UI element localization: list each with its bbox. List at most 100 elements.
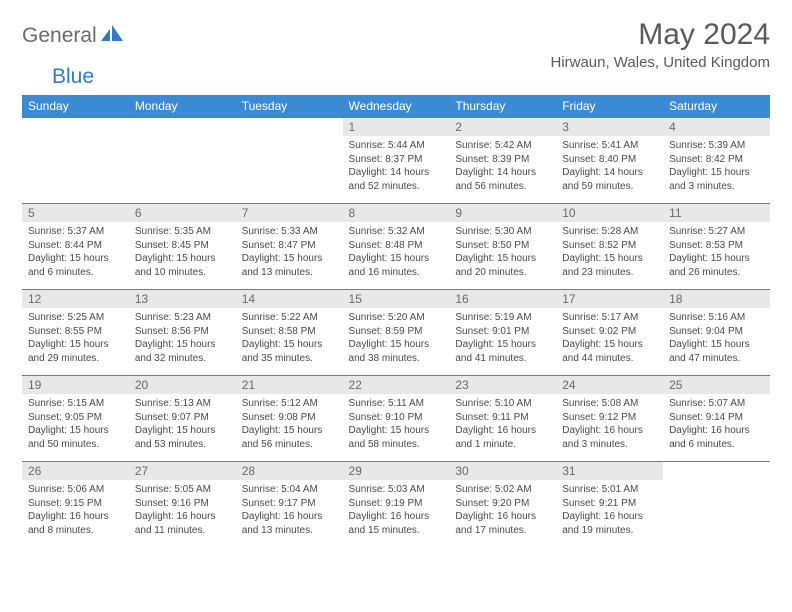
- day-number: 5: [22, 204, 129, 222]
- weekday-header: Wednesday: [343, 95, 450, 118]
- weekday-header: Sunday: [22, 95, 129, 118]
- day-number: 9: [449, 204, 556, 222]
- day-body: Sunrise: 5:19 AMSunset: 9:01 PMDaylight:…: [449, 308, 556, 367]
- day-body: Sunrise: 5:30 AMSunset: 8:50 PMDaylight:…: [449, 222, 556, 281]
- daylight-text: Daylight: 16 hours and 8 minutes.: [28, 510, 123, 537]
- calendar-row: 12Sunrise: 5:25 AMSunset: 8:55 PMDayligh…: [22, 290, 770, 376]
- daylight-text: Daylight: 16 hours and 1 minute.: [455, 424, 550, 451]
- day-body: Sunrise: 5:42 AMSunset: 8:39 PMDaylight:…: [449, 136, 556, 195]
- calendar-cell: 23Sunrise: 5:10 AMSunset: 9:11 PMDayligh…: [449, 376, 556, 462]
- sunrise-text: Sunrise: 5:23 AM: [135, 311, 230, 325]
- brand-part2: Blue: [52, 65, 94, 89]
- day-body: Sunrise: 5:32 AMSunset: 8:48 PMDaylight:…: [343, 222, 450, 281]
- calendar-cell: 16Sunrise: 5:19 AMSunset: 9:01 PMDayligh…: [449, 290, 556, 376]
- calendar-cell: 17Sunrise: 5:17 AMSunset: 9:02 PMDayligh…: [556, 290, 663, 376]
- day-body: Sunrise: 5:03 AMSunset: 9:19 PMDaylight:…: [343, 480, 450, 539]
- day-body: Sunrise: 5:25 AMSunset: 8:55 PMDaylight:…: [22, 308, 129, 367]
- day-body: Sunrise: 5:44 AMSunset: 8:37 PMDaylight:…: [343, 136, 450, 195]
- day-number: 31: [556, 462, 663, 480]
- calendar-cell: 12Sunrise: 5:25 AMSunset: 8:55 PMDayligh…: [22, 290, 129, 376]
- sunset-text: Sunset: 8:55 PM: [28, 325, 123, 339]
- day-number: 30: [449, 462, 556, 480]
- daylight-text: Daylight: 15 hours and 32 minutes.: [135, 338, 230, 365]
- daylight-text: Daylight: 15 hours and 53 minutes.: [135, 424, 230, 451]
- day-body: Sunrise: 5:12 AMSunset: 9:08 PMDaylight:…: [236, 394, 343, 453]
- sunrise-text: Sunrise: 5:01 AM: [562, 483, 657, 497]
- day-body: Sunrise: 5:15 AMSunset: 9:05 PMDaylight:…: [22, 394, 129, 453]
- day-body: Sunrise: 5:39 AMSunset: 8:42 PMDaylight:…: [663, 136, 770, 195]
- calendar-cell: 20Sunrise: 5:13 AMSunset: 9:07 PMDayligh…: [129, 376, 236, 462]
- sunset-text: Sunset: 8:52 PM: [562, 239, 657, 253]
- day-number: 15: [343, 290, 450, 308]
- calendar-cell: 30Sunrise: 5:02 AMSunset: 9:20 PMDayligh…: [449, 462, 556, 548]
- sunset-text: Sunset: 8:58 PM: [242, 325, 337, 339]
- daylight-text: Daylight: 15 hours and 58 minutes.: [349, 424, 444, 451]
- daylight-text: Daylight: 15 hours and 38 minutes.: [349, 338, 444, 365]
- sunset-text: Sunset: 9:10 PM: [349, 411, 444, 425]
- calendar-row: 19Sunrise: 5:15 AMSunset: 9:05 PMDayligh…: [22, 376, 770, 462]
- sunrise-text: Sunrise: 5:06 AM: [28, 483, 123, 497]
- weekday-header: Tuesday: [236, 95, 343, 118]
- calendar-cell: 2Sunrise: 5:42 AMSunset: 8:39 PMDaylight…: [449, 118, 556, 204]
- weekday-header: Thursday: [449, 95, 556, 118]
- day-number: 2: [449, 118, 556, 136]
- daylight-text: Daylight: 16 hours and 19 minutes.: [562, 510, 657, 537]
- daylight-text: Daylight: 15 hours and 47 minutes.: [669, 338, 764, 365]
- daylight-text: Daylight: 15 hours and 29 minutes.: [28, 338, 123, 365]
- day-number: 28: [236, 462, 343, 480]
- day-number: 26: [22, 462, 129, 480]
- sunrise-text: Sunrise: 5:15 AM: [28, 397, 123, 411]
- sunrise-text: Sunrise: 5:44 AM: [349, 139, 444, 153]
- day-number: 12: [22, 290, 129, 308]
- sunset-text: Sunset: 9:19 PM: [349, 497, 444, 511]
- day-body: Sunrise: 5:08 AMSunset: 9:12 PMDaylight:…: [556, 394, 663, 453]
- daylight-text: Daylight: 16 hours and 6 minutes.: [669, 424, 764, 451]
- sunset-text: Sunset: 8:45 PM: [135, 239, 230, 253]
- day-body: Sunrise: 5:17 AMSunset: 9:02 PMDaylight:…: [556, 308, 663, 367]
- calendar-cell: [129, 118, 236, 204]
- sunset-text: Sunset: 8:40 PM: [562, 153, 657, 167]
- sunrise-text: Sunrise: 5:25 AM: [28, 311, 123, 325]
- calendar-cell: 28Sunrise: 5:04 AMSunset: 9:17 PMDayligh…: [236, 462, 343, 548]
- calendar-cell: 1Sunrise: 5:44 AMSunset: 8:37 PMDaylight…: [343, 118, 450, 204]
- sunrise-text: Sunrise: 5:32 AM: [349, 225, 444, 239]
- calendar-cell: 21Sunrise: 5:12 AMSunset: 9:08 PMDayligh…: [236, 376, 343, 462]
- calendar-cell: 26Sunrise: 5:06 AMSunset: 9:15 PMDayligh…: [22, 462, 129, 548]
- daylight-text: Daylight: 15 hours and 35 minutes.: [242, 338, 337, 365]
- sunrise-text: Sunrise: 5:39 AM: [669, 139, 764, 153]
- daylight-text: Daylight: 15 hours and 3 minutes.: [669, 166, 764, 193]
- day-body: Sunrise: 5:41 AMSunset: 8:40 PMDaylight:…: [556, 136, 663, 195]
- day-number: 25: [663, 376, 770, 394]
- day-body: Sunrise: 5:22 AMSunset: 8:58 PMDaylight:…: [236, 308, 343, 367]
- day-body: Sunrise: 5:06 AMSunset: 9:15 PMDaylight:…: [22, 480, 129, 539]
- sunrise-text: Sunrise: 5:16 AM: [669, 311, 764, 325]
- calendar-cell: 11Sunrise: 5:27 AMSunset: 8:53 PMDayligh…: [663, 204, 770, 290]
- day-body: Sunrise: 5:13 AMSunset: 9:07 PMDaylight:…: [129, 394, 236, 453]
- day-body: Sunrise: 5:37 AMSunset: 8:44 PMDaylight:…: [22, 222, 129, 281]
- day-number: 21: [236, 376, 343, 394]
- sunset-text: Sunset: 8:47 PM: [242, 239, 337, 253]
- weekday-header: Monday: [129, 95, 236, 118]
- daylight-text: Daylight: 15 hours and 10 minutes.: [135, 252, 230, 279]
- day-body: Sunrise: 5:28 AMSunset: 8:52 PMDaylight:…: [556, 222, 663, 281]
- sunset-text: Sunset: 8:53 PM: [669, 239, 764, 253]
- calendar-row: 5Sunrise: 5:37 AMSunset: 8:44 PMDaylight…: [22, 204, 770, 290]
- day-number: 13: [129, 290, 236, 308]
- daylight-text: Daylight: 15 hours and 26 minutes.: [669, 252, 764, 279]
- day-body: Sunrise: 5:16 AMSunset: 9:04 PMDaylight:…: [663, 308, 770, 367]
- daylight-text: Daylight: 15 hours and 6 minutes.: [28, 252, 123, 279]
- daylight-text: Daylight: 14 hours and 52 minutes.: [349, 166, 444, 193]
- sunset-text: Sunset: 9:15 PM: [28, 497, 123, 511]
- calendar-cell: 8Sunrise: 5:32 AMSunset: 8:48 PMDaylight…: [343, 204, 450, 290]
- calendar-cell: [22, 118, 129, 204]
- calendar-cell: [663, 462, 770, 548]
- day-body: Sunrise: 5:35 AMSunset: 8:45 PMDaylight:…: [129, 222, 236, 281]
- sunrise-text: Sunrise: 5:10 AM: [455, 397, 550, 411]
- day-number: 16: [449, 290, 556, 308]
- day-body: Sunrise: 5:20 AMSunset: 8:59 PMDaylight:…: [343, 308, 450, 367]
- daylight-text: Daylight: 16 hours and 15 minutes.: [349, 510, 444, 537]
- sails-icon: [101, 25, 125, 48]
- sunrise-text: Sunrise: 5:20 AM: [349, 311, 444, 325]
- brand-part1: General: [22, 24, 97, 48]
- sunset-text: Sunset: 9:01 PM: [455, 325, 550, 339]
